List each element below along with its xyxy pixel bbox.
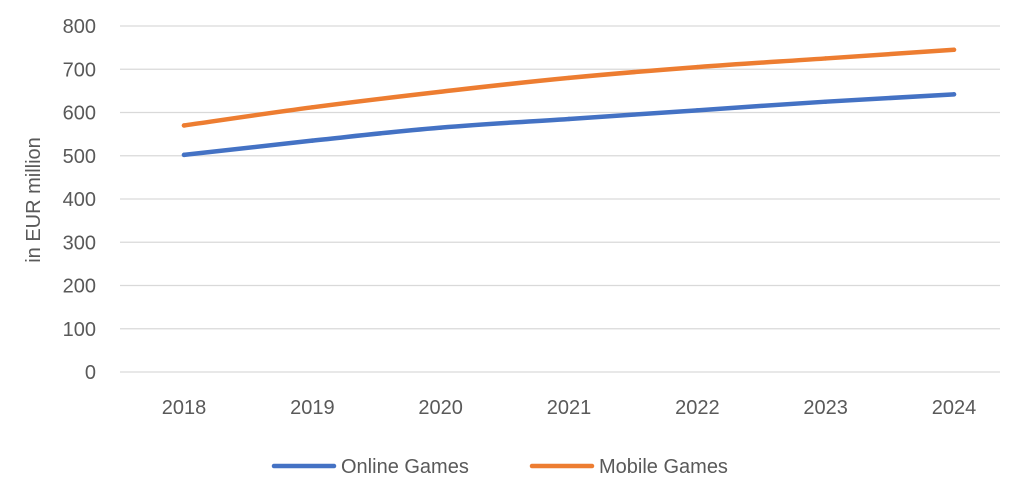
y-tick-label: 300 xyxy=(63,232,96,254)
x-axis-tick-labels: 2018 2019 2020 2021 2022 2023 2024 xyxy=(162,397,977,419)
data-point xyxy=(695,64,700,70)
data-point xyxy=(438,89,443,94)
series-line-online-games xyxy=(181,92,957,158)
y-tick-label: 600 xyxy=(63,103,96,125)
data-point xyxy=(566,75,572,81)
data-point xyxy=(310,105,315,110)
data-point xyxy=(823,99,828,104)
data-point xyxy=(566,116,572,122)
data-point xyxy=(695,108,700,113)
y-tick-label: 400 xyxy=(63,189,96,211)
legend: Online Games Mobile Games xyxy=(271,456,728,478)
y-axis-tick-labels: 0 100 200 300 400 500 600 700 800 xyxy=(63,16,96,384)
data-point xyxy=(951,92,957,97)
data-point xyxy=(823,56,828,61)
y-tick-label: 800 xyxy=(63,16,96,38)
y-tick-label: 700 xyxy=(63,59,96,81)
legend-label: Online Games xyxy=(341,456,469,478)
y-axis-title: in EUR million xyxy=(23,137,45,263)
y-tick-label: 500 xyxy=(63,146,96,168)
x-tick-label: 2023 xyxy=(803,397,848,419)
data-point xyxy=(181,152,187,158)
legend-label: Mobile Games xyxy=(599,456,728,478)
x-tick-label: 2019 xyxy=(290,397,335,419)
data-point xyxy=(951,47,957,52)
series-lines xyxy=(181,47,957,158)
y-tick-label: 200 xyxy=(63,276,96,298)
y-tick-label: 0 xyxy=(85,362,96,384)
series-line-mobile-games xyxy=(181,47,957,128)
x-tick-label: 2021 xyxy=(547,397,592,419)
data-point xyxy=(438,125,443,130)
data-point xyxy=(310,138,315,143)
x-tick-label: 2022 xyxy=(675,397,720,419)
data-point xyxy=(181,123,187,128)
x-tick-label: 2018 xyxy=(162,397,207,419)
y-tick-label: 100 xyxy=(63,319,96,341)
x-tick-label: 2020 xyxy=(418,397,463,419)
x-tick-label: 2024 xyxy=(932,397,977,419)
